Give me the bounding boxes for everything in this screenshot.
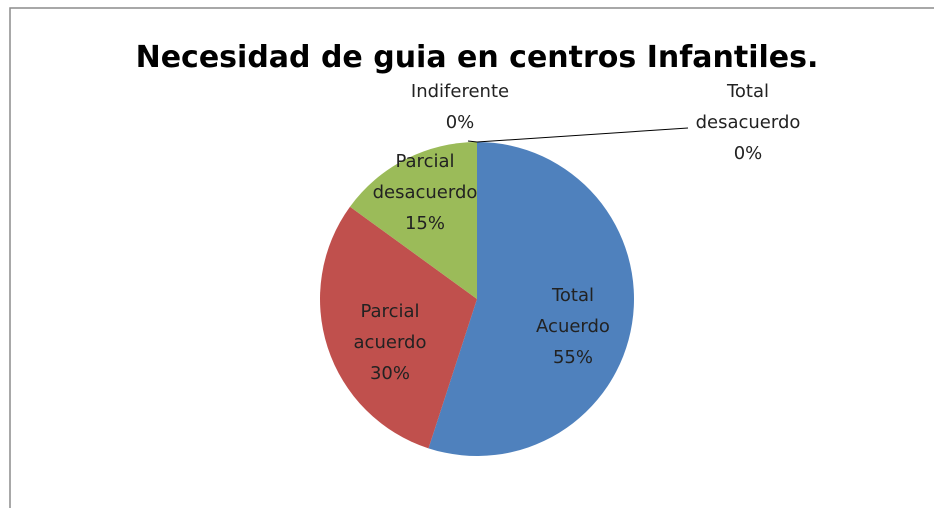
chart-title: Necesidad de guia en centros Infantiles.: [135, 40, 819, 75]
category-label: Indiferente: [410, 81, 510, 102]
value-label: 55%: [552, 347, 593, 368]
value-label: 0%: [733, 143, 763, 164]
data-label: Parcial acuerdo 30%: [325, 296, 455, 389]
pie-slice: [320, 206, 477, 449]
pie-slice: [349, 142, 477, 299]
value-label: 0%: [445, 112, 475, 133]
data-label: Total Acuerdo 55%: [508, 280, 638, 373]
leader-line: [467, 140, 478, 143]
leader-line: [476, 127, 689, 143]
chart-frame: [9, 7, 934, 508]
category-label: Parcial acuerdo: [353, 301, 427, 353]
value-label: 30%: [369, 363, 410, 384]
data-label: Parcial desacuerdo 15%: [360, 146, 490, 239]
value-label: 15%: [404, 213, 445, 234]
category-label: Total desacuerdo: [695, 81, 801, 133]
pie-slice: [428, 142, 634, 457]
category-label: Total Acuerdo: [536, 285, 610, 337]
data-label: Indiferente 0%: [395, 76, 525, 138]
category-label: Parcial desacuerdo: [372, 151, 478, 203]
data-label: Total desacuerdo 0%: [688, 76, 808, 169]
